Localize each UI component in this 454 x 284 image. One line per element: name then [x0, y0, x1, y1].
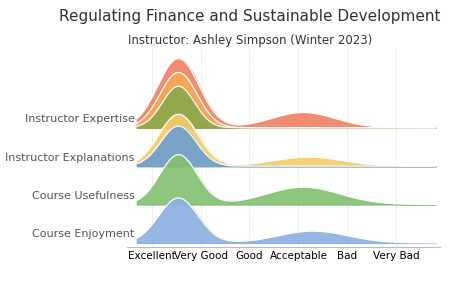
- Text: Regulating Finance and Sustainable Development: Regulating Finance and Sustainable Devel…: [59, 9, 440, 24]
- Text: Instructor: Ashley Simpson (Winter 2023): Instructor: Ashley Simpson (Winter 2023): [128, 34, 372, 47]
- Text: Course Enjoyment: Course Enjoyment: [32, 229, 134, 239]
- Text: Course Usefulness: Course Usefulness: [32, 191, 134, 201]
- Text: Instructor Explanations: Instructor Explanations: [5, 153, 134, 163]
- Text: Instructor Expertise: Instructor Expertise: [25, 114, 134, 124]
